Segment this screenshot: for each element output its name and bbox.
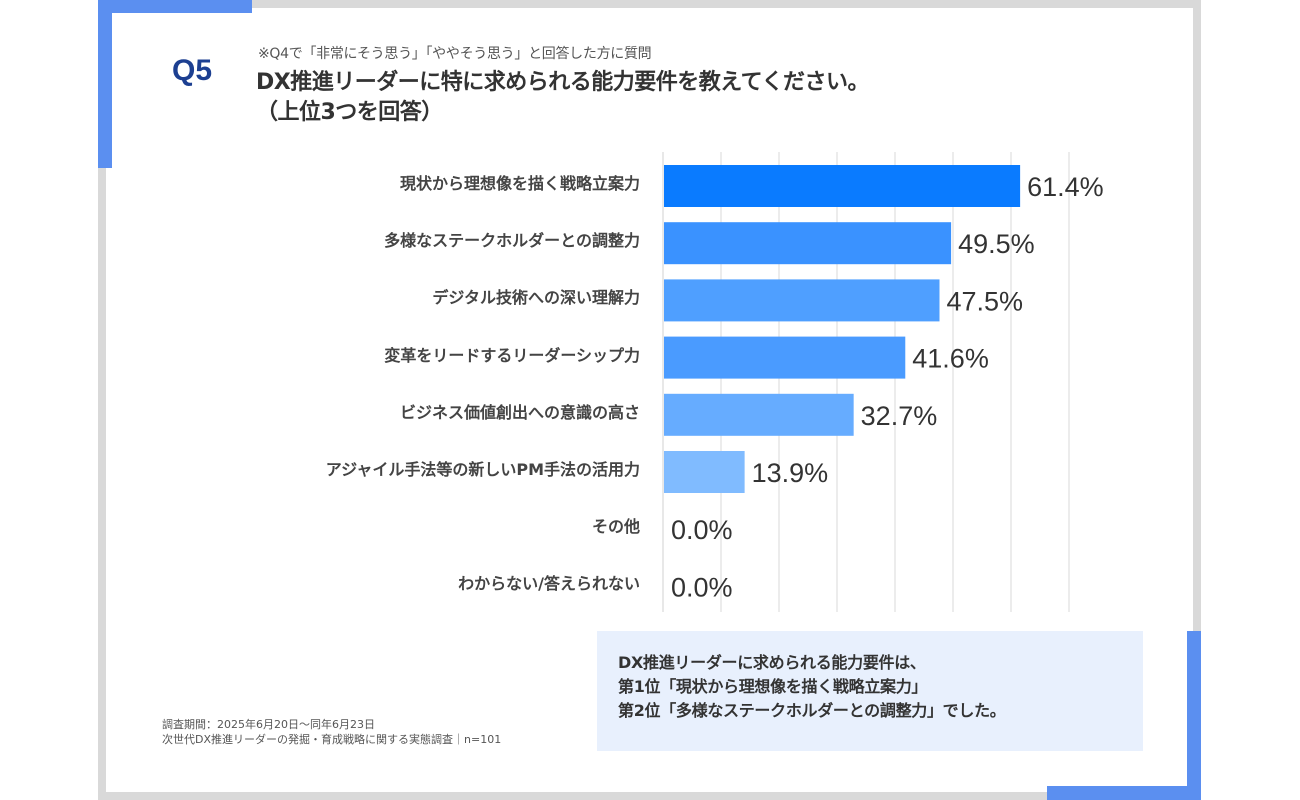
value-label: 47.5% [947, 286, 1024, 316]
summary-callout: DX推進リーダーに求められる能力要件は、 第1位「現状から理想像を描く戦略立案力… [597, 631, 1143, 751]
survey-period: 調査期間：2025年6月20日～同年6月23日 [162, 718, 375, 731]
value-label: 41.6% [912, 344, 989, 374]
bar [664, 393, 854, 436]
callout-line1: DX推進リーダーに求められる能力要件は、 [618, 653, 926, 672]
value-label: 0.0% [671, 572, 733, 602]
bar [664, 336, 906, 379]
category-label: デジタル技術への深い理解力 [432, 288, 640, 308]
survey-source: 次世代DX推進リーダーの発掘・育成戦略に関する実態調査｜n=101 [162, 733, 502, 746]
value-label: 32.7% [861, 401, 938, 431]
corner-accent-top [98, 0, 252, 13]
corner-accent-bottom [1047, 786, 1201, 800]
survey-footer: 調査期間：2025年6月20日～同年6月23日 次世代DX推進リーダーの発掘・育… [162, 717, 501, 747]
category-label: わからない/答えられない [458, 574, 640, 594]
question-number: Q5 [172, 54, 213, 87]
category-label: 現状から理想像を描く戦略立案力 [399, 174, 640, 193]
bar [664, 165, 1021, 207]
value-label: 61.4% [1027, 172, 1104, 202]
category-label: アジャイル手法等の新しいPM手法の活用力 [325, 460, 640, 479]
value-label: 13.9% [752, 458, 829, 488]
category-label: 多様なステークホルダーとの調整力 [384, 231, 640, 251]
question-note: ※Q4で「非常にそう思う」「ややそう思う」と回答した方に質問 [258, 46, 652, 62]
corner-accent-right [1187, 631, 1201, 800]
category-label: その他 [591, 517, 640, 537]
bar [664, 279, 940, 322]
callout-line3: 第2位「多様なステークホルダーとの調整力」でした。 [618, 701, 1006, 720]
corner-accent-left [98, 0, 112, 168]
question-title-line2: （上位3つを回答） [256, 100, 443, 125]
category-label: ビジネス価値創出への意識の高さ [399, 402, 640, 422]
question-title-line1: DX推進リーダーに特に求められる能力要件を教えてください。 [256, 70, 869, 95]
value-label: 49.5% [958, 229, 1035, 259]
value-label: 0.0% [671, 515, 733, 545]
category-label: 変革をリードするリーダーシップ力 [384, 345, 640, 365]
bar [664, 451, 745, 493]
bar [664, 222, 952, 265]
question-title: DX推進リーダーに特に求められる能力要件を教えてください。 （上位3つを回答） [256, 68, 869, 128]
callout-line2: 第1位「現状から理想像を描く戦略立案力」 [618, 677, 928, 696]
